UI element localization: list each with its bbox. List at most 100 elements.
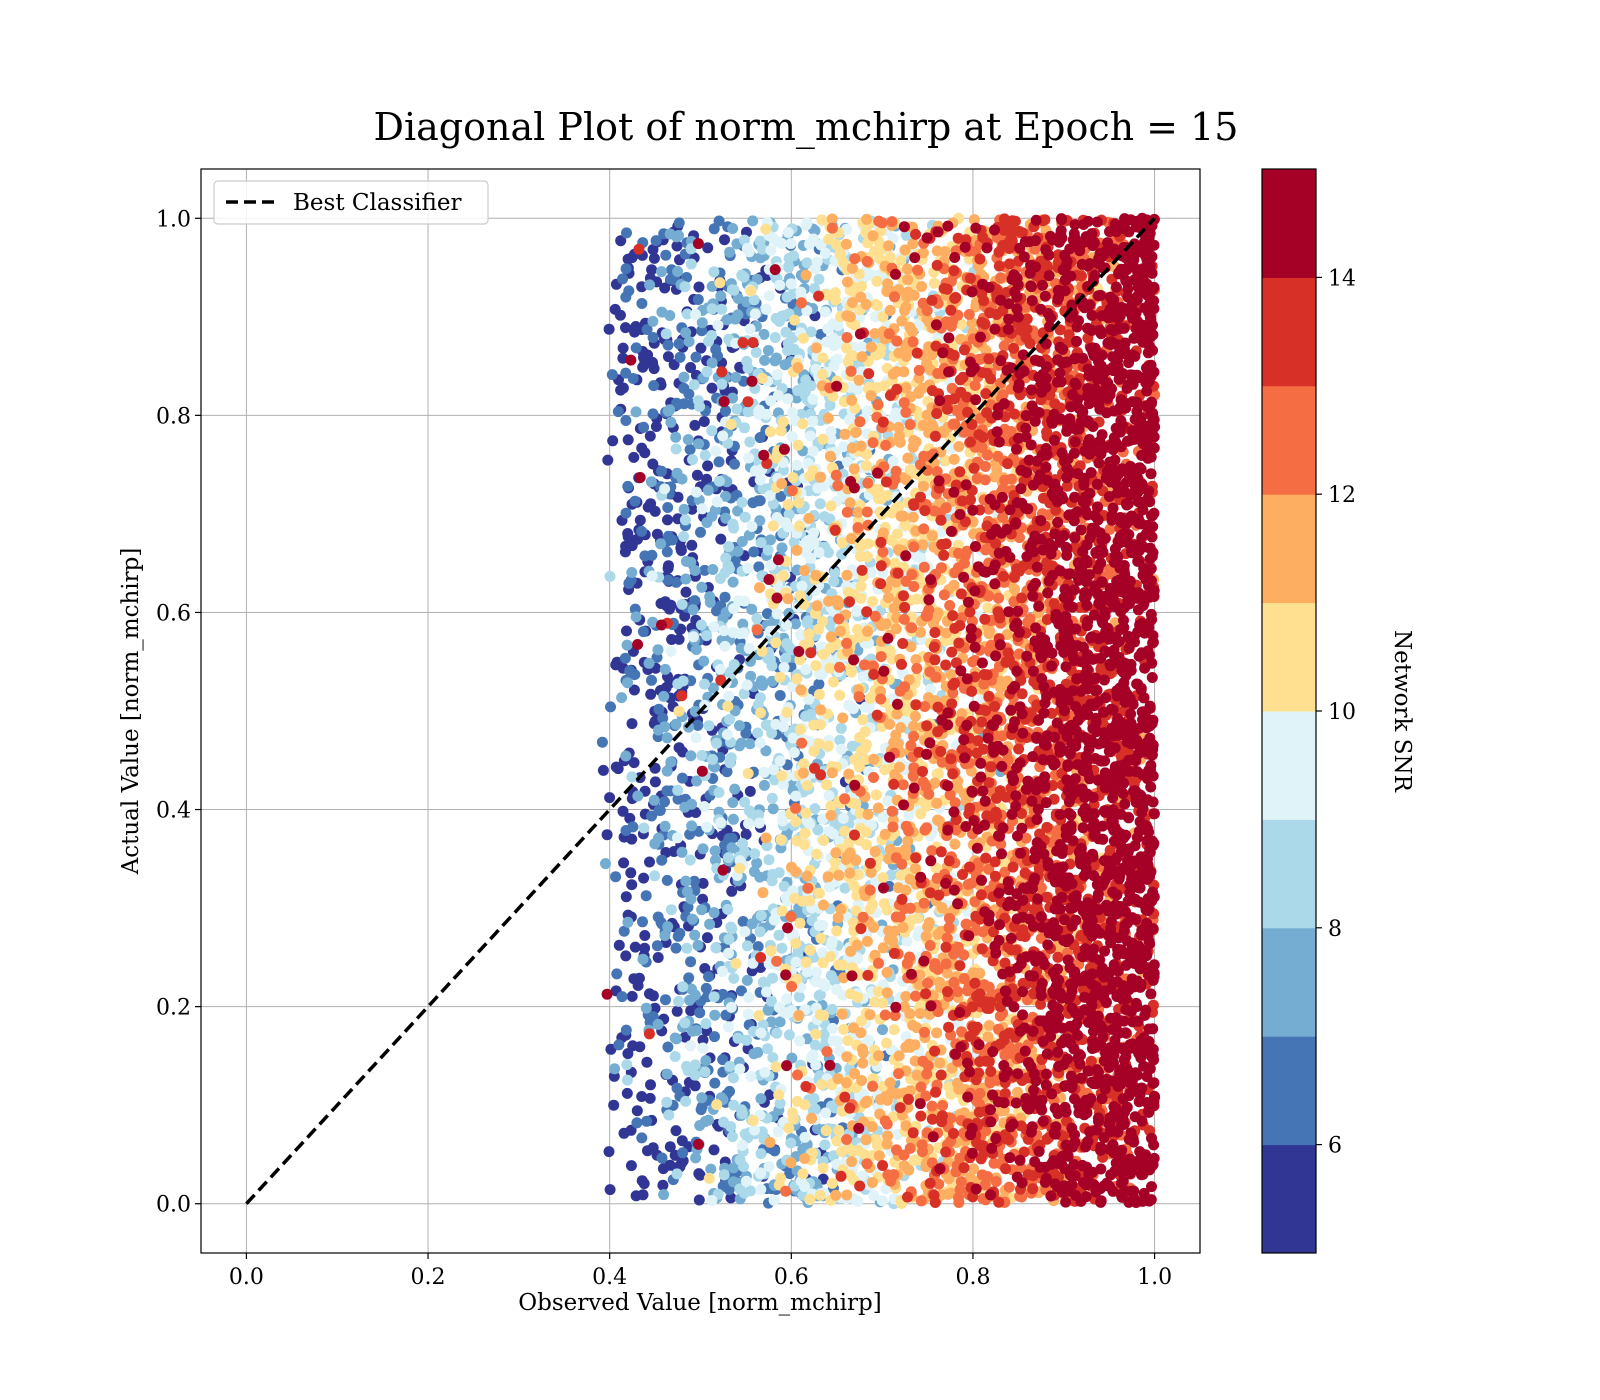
scatter-point [743,991,755,1003]
scatter-point [801,870,813,882]
scatter-point [843,768,855,780]
scatter-point [680,573,692,585]
scatter-point [787,1113,799,1125]
scatter-point [691,469,703,481]
scatter-point [729,458,740,470]
scatter-point [687,454,698,466]
scatter-point [637,361,649,373]
scatter-point [625,867,637,879]
scatter-point [662,502,674,513]
scatter-point [744,785,756,797]
scatter-point [734,1154,746,1166]
scatter-point [617,273,629,285]
scatter-point [850,427,862,438]
scatter-point [760,719,772,731]
scatter-point [637,953,649,965]
scatter-point [824,662,836,674]
scatter-point [833,869,845,881]
scatter-point [696,503,708,515]
scatter-point [785,1137,797,1149]
scatter-point [830,294,841,306]
scatter-point [761,408,772,420]
scatter-point [653,832,664,844]
scatter-point [659,930,671,942]
scatter-point [685,556,697,568]
scatter-point [826,767,838,779]
scatter-point [830,847,842,859]
scatter-point [741,940,753,952]
scatter-point [708,621,720,633]
scatter-point [791,673,803,685]
scatter-point [648,363,660,375]
scatter-point [677,1155,689,1167]
scatter-point [911,663,923,674]
scatter-point [787,472,799,484]
scatter-point [800,664,812,675]
scatter-point [838,1023,850,1035]
scatter-point [808,527,820,539]
scatter-point [856,280,867,292]
scatter-point [759,1066,771,1078]
scatter-point [762,608,773,620]
scatter-point [881,987,893,999]
scatter-point [782,521,794,533]
scatter-point [609,1063,621,1075]
scatter-point [893,1050,905,1062]
scatter-point [661,874,673,886]
scatter-point [770,312,782,324]
scatter-point [681,942,693,954]
scatter-point [878,898,890,910]
scatter-point [841,569,853,581]
scatter-point [710,854,721,866]
scatter-point [814,471,826,483]
scatter-point [733,595,745,607]
scatter-point [895,510,907,522]
scatter-point [781,993,793,1005]
scatter-point [854,732,866,743]
scatter-point [659,721,671,733]
scatter-point [616,991,628,1003]
scatter-point [699,449,711,461]
scatter-point [717,1054,729,1066]
scatter-point [655,538,667,550]
scatter-point [661,785,673,797]
scatter-point [642,1145,653,1157]
scatter-point [866,1121,878,1133]
scatter-point [825,810,837,821]
scatter-point [810,342,822,354]
scatter-point [626,567,638,578]
scatter-point [689,595,701,607]
scatter-point [739,511,751,523]
scatter-point [879,1009,891,1021]
scatter-point [851,939,863,951]
scatter-point [727,1072,739,1084]
scatter-point [634,514,646,526]
scatter-point [723,833,735,845]
scatter-point [909,710,921,722]
scatter-point [719,591,731,603]
scatter-point [898,366,910,378]
scatter-point [791,459,803,471]
scatter-point [736,1139,748,1151]
scatter-point [995,272,1007,284]
scatter-point [659,483,671,495]
scatter-point [668,846,680,857]
scatter-point [619,652,631,664]
scatter-point [804,944,816,956]
scatter-point [949,838,961,850]
scatter-point [630,1190,642,1202]
scatter-point [743,452,755,464]
scatter-point [855,1027,867,1039]
scatter-point [904,321,916,333]
scatter-point [797,1168,809,1180]
scatter-point [651,940,663,952]
scatter-point [672,784,684,796]
scatter-point [712,319,724,331]
scatter-point [770,1061,782,1073]
scatter-point [823,790,835,802]
scatter-point [609,303,621,315]
scatter-point [665,756,677,768]
scatter-point [777,464,789,476]
scatter-point [882,1130,894,1142]
scatter-point [650,421,662,432]
